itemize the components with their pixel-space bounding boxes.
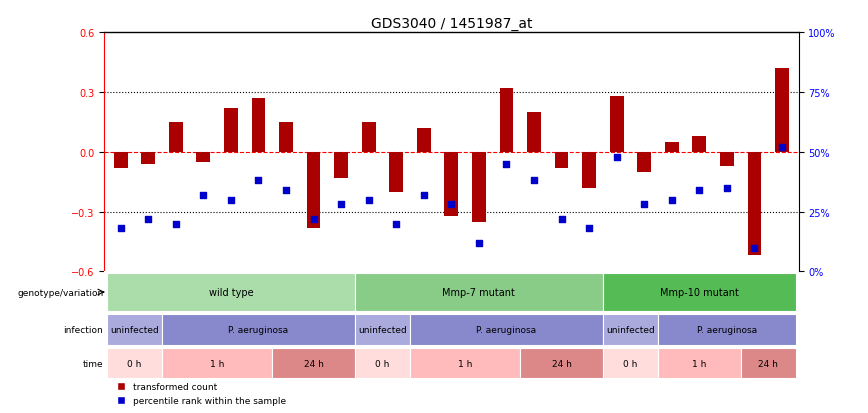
Bar — [582, 152, 596, 188]
Bar — [720, 152, 733, 166]
Bar — [693, 136, 707, 152]
Point — [472, 240, 486, 247]
Point — [279, 188, 293, 194]
Point — [306, 216, 320, 223]
Bar — [362, 123, 376, 152]
FancyBboxPatch shape — [603, 314, 658, 345]
Bar — [196, 152, 210, 162]
FancyBboxPatch shape — [355, 274, 603, 311]
Point — [499, 161, 513, 168]
Point — [196, 192, 210, 199]
Bar — [306, 152, 320, 228]
Point — [775, 144, 789, 151]
Point — [141, 216, 155, 223]
Text: 1 h: 1 h — [210, 358, 224, 368]
Point — [720, 185, 733, 192]
Point — [362, 197, 376, 204]
FancyBboxPatch shape — [107, 348, 162, 378]
Point — [747, 244, 761, 251]
Bar — [390, 152, 403, 192]
Point — [693, 188, 707, 194]
Bar — [500, 89, 513, 152]
Text: wild type: wild type — [208, 287, 253, 297]
Point — [169, 221, 183, 227]
FancyBboxPatch shape — [162, 314, 355, 345]
Point — [417, 192, 431, 199]
Point — [555, 216, 569, 223]
FancyBboxPatch shape — [355, 314, 410, 345]
FancyBboxPatch shape — [355, 348, 410, 378]
Point — [665, 197, 679, 204]
Legend: transformed count, percentile rank within the sample: transformed count, percentile rank withi… — [108, 379, 290, 408]
Bar — [417, 128, 431, 152]
Bar — [169, 123, 182, 152]
Text: 24 h: 24 h — [304, 358, 324, 368]
Bar — [637, 152, 651, 172]
FancyBboxPatch shape — [410, 348, 520, 378]
Point — [390, 221, 404, 227]
Point — [114, 225, 128, 232]
FancyBboxPatch shape — [107, 314, 162, 345]
Text: genotype/variation: genotype/variation — [17, 288, 103, 297]
FancyBboxPatch shape — [520, 348, 603, 378]
Text: Mmp-7 mutant: Mmp-7 mutant — [443, 287, 516, 297]
Text: P. aeruginosa: P. aeruginosa — [477, 325, 536, 334]
Bar — [775, 69, 789, 152]
Bar — [555, 152, 569, 169]
Bar — [334, 152, 348, 178]
Bar — [610, 97, 623, 152]
Text: 24 h: 24 h — [552, 358, 571, 368]
Text: 24 h: 24 h — [759, 358, 779, 368]
Title: GDS3040 / 1451987_at: GDS3040 / 1451987_at — [371, 17, 532, 31]
Text: 1 h: 1 h — [692, 358, 707, 368]
FancyBboxPatch shape — [603, 348, 658, 378]
Point — [444, 202, 458, 208]
Text: 1 h: 1 h — [458, 358, 472, 368]
Point — [334, 202, 348, 208]
Bar — [252, 99, 266, 152]
FancyBboxPatch shape — [162, 348, 273, 378]
Point — [252, 178, 266, 184]
Point — [224, 197, 238, 204]
FancyBboxPatch shape — [658, 348, 740, 378]
Text: P. aeruginosa: P. aeruginosa — [228, 325, 288, 334]
Text: Mmp-10 mutant: Mmp-10 mutant — [660, 287, 739, 297]
Text: time: time — [82, 358, 103, 368]
Point — [609, 154, 623, 161]
Bar — [224, 109, 238, 152]
Bar — [665, 142, 679, 152]
Text: uninfected: uninfected — [606, 325, 654, 334]
Point — [527, 178, 541, 184]
Text: 0 h: 0 h — [375, 358, 390, 368]
Bar — [444, 152, 458, 216]
FancyBboxPatch shape — [658, 314, 796, 345]
Bar — [527, 113, 541, 152]
FancyBboxPatch shape — [410, 314, 603, 345]
Text: 0 h: 0 h — [623, 358, 638, 368]
FancyBboxPatch shape — [107, 274, 355, 311]
FancyBboxPatch shape — [273, 348, 355, 378]
FancyBboxPatch shape — [603, 274, 796, 311]
Text: uninfected: uninfected — [110, 325, 159, 334]
Bar — [114, 152, 128, 169]
Point — [637, 202, 651, 208]
Text: P. aeruginosa: P. aeruginosa — [697, 325, 757, 334]
Bar — [279, 123, 293, 152]
Bar — [141, 152, 155, 164]
Point — [582, 225, 596, 232]
Text: uninfected: uninfected — [358, 325, 407, 334]
Bar — [472, 152, 486, 222]
Bar — [747, 152, 761, 256]
Text: infection: infection — [63, 325, 103, 334]
FancyBboxPatch shape — [740, 348, 796, 378]
Text: 0 h: 0 h — [128, 358, 141, 368]
